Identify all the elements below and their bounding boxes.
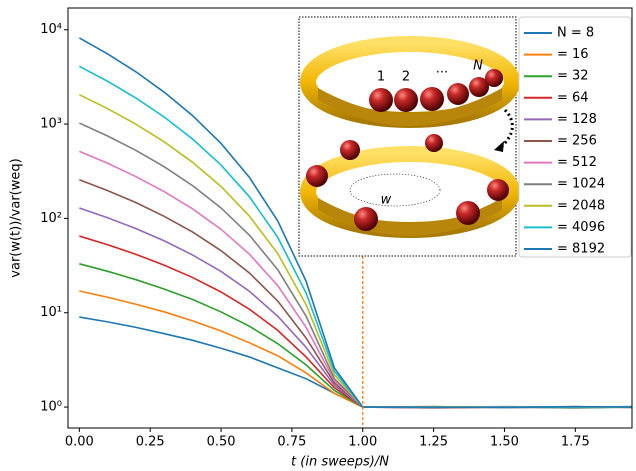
y-tick-label: 10¹ [40, 305, 62, 320]
particle [447, 83, 469, 105]
legend-label: = 2048 [557, 198, 605, 213]
inset-label: 1 [377, 70, 385, 85]
inset-label: w [381, 193, 392, 208]
x-tick-label: 0.25 [136, 435, 165, 450]
particle [394, 88, 418, 112]
x-tick-label: 1.50 [490, 435, 519, 450]
ring-top-side [318, 88, 502, 126]
y-tick-label: 10⁰ [40, 400, 62, 415]
y-tick-label: 10² [40, 211, 62, 226]
inset-label: ··· [436, 66, 448, 81]
particle [469, 77, 489, 97]
winding-path [349, 173, 441, 207]
particle [425, 134, 443, 152]
x-tick-label: 1.75 [561, 435, 590, 450]
legend-label: = 128 [557, 112, 597, 127]
series-line [79, 290, 632, 409]
y-tick-label: 10⁴ [40, 22, 62, 37]
legend-label: = 32 [557, 69, 589, 84]
legend-label: = 512 [557, 155, 597, 170]
x-tick-label: 1.00 [348, 435, 377, 450]
arrow-head [494, 141, 504, 152]
arrow [498, 108, 514, 150]
particle [306, 165, 328, 187]
legend-label: = 8192 [557, 242, 605, 257]
series-line [78, 37, 632, 409]
x-tick-label: 1.25 [419, 435, 448, 450]
particle [456, 201, 480, 225]
y-tick-label: 10³ [40, 117, 62, 132]
particle [420, 87, 444, 111]
particle [354, 207, 378, 231]
y-axis-label: var(w(t))/var(weq) [9, 158, 24, 277]
series-line [79, 263, 632, 409]
legend-label: = 1024 [557, 177, 605, 192]
x-tick-label: 0.50 [207, 435, 236, 450]
legend-label: = 256 [557, 134, 597, 149]
x-tick-label: 0.75 [277, 435, 306, 450]
particle [485, 69, 503, 87]
inset-label: 2 [402, 70, 410, 85]
legend-label: N = 8 [557, 26, 594, 41]
legend-label: = 64 [557, 90, 589, 105]
legend-label: = 4096 [557, 220, 605, 235]
inset: 1 2 ··· N w [298, 16, 520, 257]
series-line [79, 235, 632, 409]
particle [487, 179, 509, 201]
x-tick-label: 0.00 [65, 435, 94, 450]
legend-label: = 16 [557, 47, 589, 62]
particle [340, 140, 360, 160]
plot-area [78, 37, 632, 428]
legend: N = 8 = 16 = 32 = 64 = 128 = 256 = 512 = 1024 = … [518, 16, 632, 258]
series-line [79, 316, 632, 409]
particle [369, 88, 393, 112]
x-axis-label: t (in sweeps)/N [291, 455, 389, 470]
inset-label: N [473, 59, 483, 74]
